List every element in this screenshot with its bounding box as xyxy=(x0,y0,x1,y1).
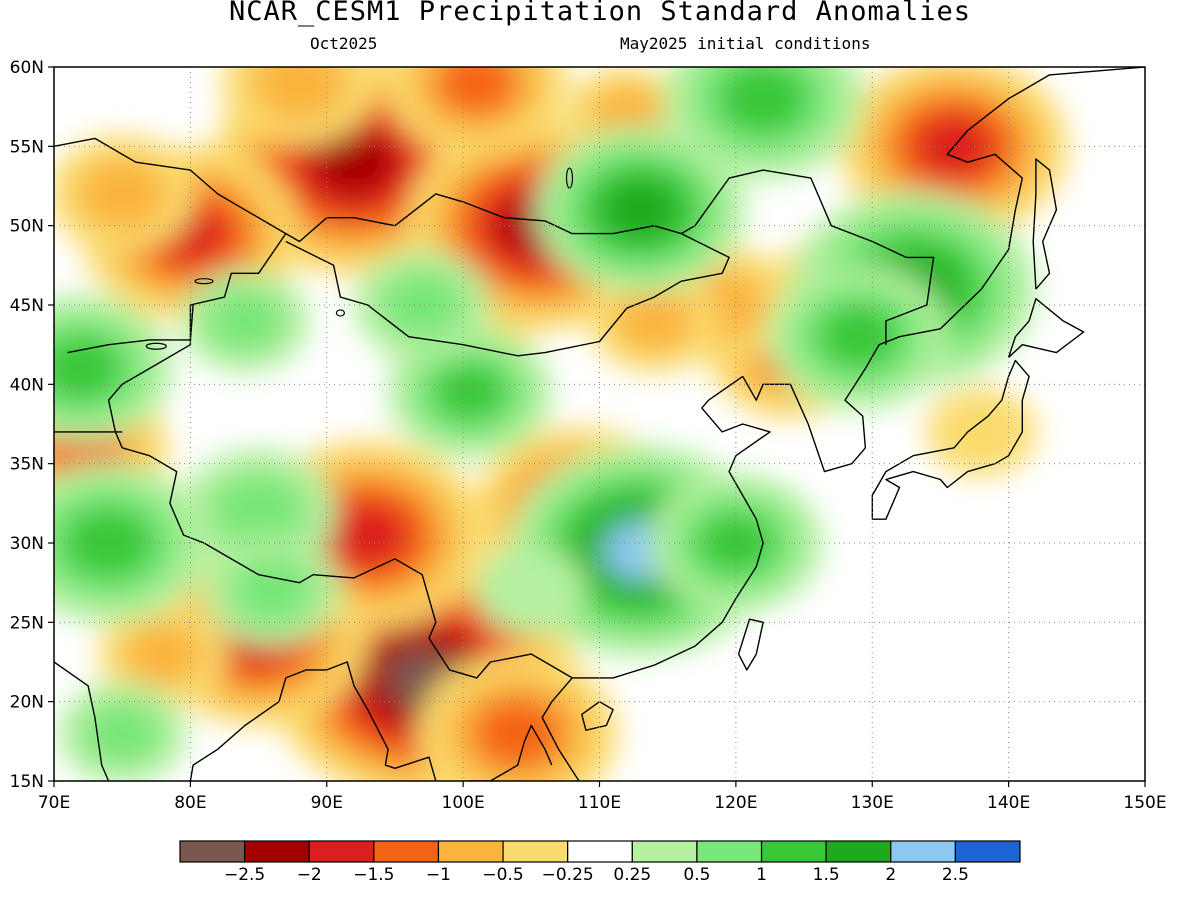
legend-label: 1 xyxy=(756,865,767,885)
coastline-segment xyxy=(469,724,553,781)
legend-label: 2.5 xyxy=(942,865,969,885)
anomaly-contour xyxy=(436,67,518,116)
coastline-segment xyxy=(122,447,573,679)
coastline-segment xyxy=(285,232,730,357)
coastline-segment xyxy=(67,304,194,354)
lake-outline xyxy=(335,309,345,317)
coastline-segment xyxy=(742,67,1145,473)
anomaly-contour xyxy=(82,701,162,766)
anomaly-contour xyxy=(379,271,465,339)
figure-title: NCAR_CESM1 Precipitation Standard Anomal… xyxy=(229,0,971,27)
legend-label: −0.25 xyxy=(542,865,594,885)
legend-swatch xyxy=(437,840,504,863)
axis-labels: 70E 80E 90E 100E 110E 120E 130E 140E 150E 60N 55N 5… xyxy=(10,58,1167,813)
legend-swatch xyxy=(760,840,827,863)
initial-conditions: May2025 initial conditions xyxy=(620,34,871,53)
lat-tick-label: 45N xyxy=(10,296,44,316)
anomaly-contour xyxy=(63,507,154,579)
coastlines xyxy=(54,67,1145,781)
coastline-segment xyxy=(871,359,1030,520)
coastline-segment xyxy=(1007,298,1085,358)
lat-tick-label: 25N xyxy=(10,613,44,633)
lon-tick-label: 150E xyxy=(1123,793,1166,813)
legend-swatch xyxy=(825,840,892,863)
coastline-segment xyxy=(581,701,614,731)
lake-outline xyxy=(565,167,574,189)
anomaly-contour xyxy=(473,697,563,770)
anomaly-contour xyxy=(433,362,507,422)
anomaly-contour xyxy=(603,180,677,240)
anomaly-field xyxy=(54,67,1069,781)
lat-tick-label: 20N xyxy=(10,693,44,713)
legend-swatch xyxy=(244,840,310,863)
anomaly-contour xyxy=(614,289,694,353)
legend-swatch xyxy=(373,840,440,863)
lon-tick-label: 120E xyxy=(714,793,757,813)
valid-month: Oct2025 xyxy=(310,34,378,53)
lat-tick-label: 30N xyxy=(10,534,44,554)
lon-tick-label: 130E xyxy=(851,793,894,813)
legend-swatch xyxy=(954,840,1021,863)
legend-label: −0.5 xyxy=(482,865,523,885)
lon-tick-label: 140E xyxy=(987,793,1030,813)
lat-tick-label: 15N xyxy=(10,772,44,792)
lon-tick-label: 90E xyxy=(311,793,343,813)
coastline-segment xyxy=(54,661,110,781)
legend-swatch xyxy=(567,840,633,863)
legend-label: −2 xyxy=(297,865,322,885)
anomaly-contour xyxy=(210,472,307,550)
anomaly-contour xyxy=(76,157,168,231)
anomaly-contour xyxy=(123,622,203,686)
coastline-segment xyxy=(737,618,764,671)
legend-swatch xyxy=(502,840,569,863)
lat-tick-label: 55N xyxy=(10,137,44,157)
anomaly-contour xyxy=(475,546,587,635)
legend-label: −1.5 xyxy=(353,865,394,885)
lon-tick-label: 100E xyxy=(442,793,485,813)
coastline-segment xyxy=(541,375,771,781)
legend-swatch xyxy=(696,840,763,863)
lon-tick-label: 70E xyxy=(38,793,70,813)
anomaly-contour xyxy=(817,304,900,370)
lon-tick-label: 80E xyxy=(174,793,206,813)
legend-label: 2 xyxy=(885,865,896,885)
lat-tick-label: 60N xyxy=(10,58,44,78)
legend-swatch xyxy=(179,840,246,863)
legend-label: −1 xyxy=(426,865,451,885)
legend-label: 0.25 xyxy=(613,865,651,885)
anomaly-contour xyxy=(229,556,315,625)
color-legend: −2.5 −2 −1.5 −1 −0.5 −0.25 0.25 0.5 1 1.5 2 2.5 xyxy=(179,840,1021,885)
lat-tick-label: 35N xyxy=(10,455,44,475)
lat-tick-label: 50N xyxy=(10,217,44,237)
lat-lon-grid xyxy=(54,67,1145,781)
anomaly-contour xyxy=(326,502,409,569)
lake-outline xyxy=(145,342,167,350)
legend-swatch xyxy=(890,840,956,863)
anomaly-contour xyxy=(251,67,348,122)
coastline-segment xyxy=(54,137,935,345)
anomaly-contour xyxy=(925,387,1037,477)
legend-label: 0.5 xyxy=(683,865,710,885)
coastline-segment xyxy=(189,661,437,781)
legend-swatch xyxy=(631,840,698,863)
lon-tick-label: 110E xyxy=(578,793,621,813)
lake-outline xyxy=(194,278,214,285)
anomaly-contour xyxy=(54,335,122,401)
legend-label: −2.5 xyxy=(224,865,265,885)
lat-tick-label: 40N xyxy=(10,375,44,395)
legend-swatch xyxy=(308,840,375,863)
coastline-segment xyxy=(107,233,287,449)
anomaly-contour xyxy=(718,67,808,135)
legend-label: 1.5 xyxy=(813,865,840,885)
